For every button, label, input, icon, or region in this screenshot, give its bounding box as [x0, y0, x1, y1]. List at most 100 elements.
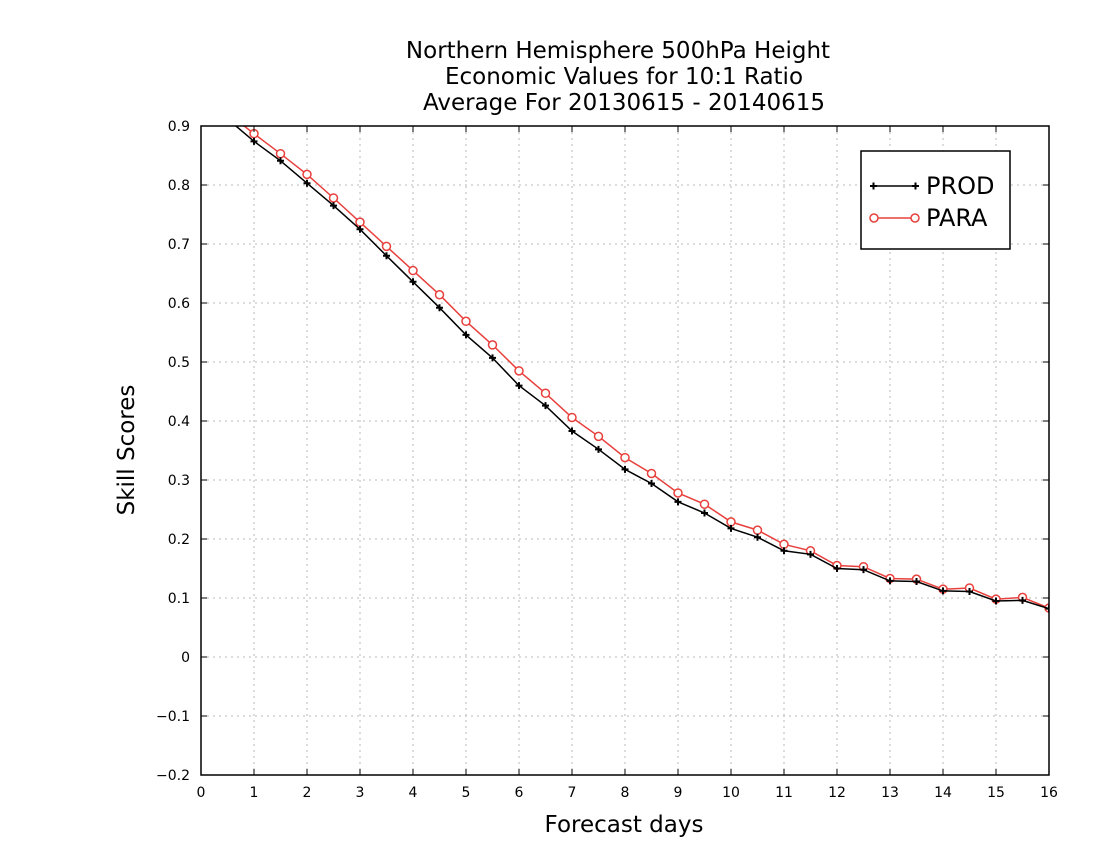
legend-marker-para-2: [910, 213, 920, 223]
data-point-para: [673, 488, 683, 498]
data-point-prod: [277, 157, 284, 165]
data-point-prod: [860, 566, 867, 574]
data-point-para: [408, 265, 418, 276]
data-point-prod: [727, 524, 735, 532]
data-point-prod: [648, 480, 655, 488]
data-point-prod: [992, 597, 1000, 605]
x-tick-label: 14: [934, 785, 952, 801]
x-tick-label: 15: [987, 785, 1005, 801]
y-tick-label: 0.1: [168, 591, 190, 607]
series-line-prod: [234, 126, 1049, 610]
y-tick-label: 0.2: [168, 532, 190, 548]
data-point-para: [355, 217, 365, 227]
data-point-para: [487, 340, 498, 350]
data-point-para: [540, 388, 551, 399]
grid: [201, 126, 1049, 775]
data-point-para: [514, 366, 524, 376]
data-point-prod: [886, 577, 894, 585]
data-point-para: [224, 109, 232, 117]
x-tick-label: 2: [303, 785, 312, 801]
y-tick-label: 0.4: [168, 414, 190, 430]
data-point-prod: [330, 202, 337, 210]
data-point-prod: [674, 498, 682, 506]
y-axis-label: Skill Scores: [114, 385, 140, 516]
y-tick-label: 0.6: [168, 296, 190, 312]
data-point-prod: [409, 278, 417, 286]
x-tick-label: 11: [775, 785, 793, 801]
data-point-para: [699, 499, 710, 509]
legend-marker-prod: [870, 182, 919, 190]
y-tick-labels: −0.2 −0.1 0 0.1 0.2 0.3 0.4 0.5 0.6 0.7 0.8 0.9: [156, 119, 190, 784]
legend-label-prod: PROD: [926, 172, 995, 200]
x-tick-label: 5: [462, 785, 471, 801]
y-tick-label: −0.2: [156, 768, 190, 784]
legend-box: [860, 150, 1011, 250]
data-point-para: [726, 517, 736, 527]
data-point-prod: [250, 137, 258, 145]
x-axis-label: Forecast days: [545, 812, 704, 838]
data-point-para: [434, 289, 445, 300]
data-point-prod: [939, 587, 947, 595]
x-tick-label: 12: [828, 785, 846, 801]
data-point-prod: [701, 509, 708, 517]
data-point-para: [779, 539, 789, 550]
data-point-para: [752, 525, 763, 535]
legend-marker-para-1: [869, 213, 879, 223]
data-point-prod: [1045, 605, 1049, 613]
data-point-para: [275, 148, 286, 159]
x-tick-label: 0: [197, 785, 206, 801]
x-tick-label: 3: [356, 785, 365, 801]
x-tick-label: 8: [621, 785, 630, 801]
series-layer: [224, 109, 1049, 613]
y-tick-label: 0.8: [168, 178, 190, 194]
data-point-para: [646, 468, 657, 479]
data-point-prod: [568, 427, 576, 435]
chart-title-line-3: Average For 20130615 - 20140615: [423, 90, 825, 116]
y-tick-label: 0.5: [168, 355, 190, 371]
x-tick-label: 4: [409, 785, 418, 801]
x-tick-label: 1: [250, 785, 259, 801]
x-tick-labels: 0 1 2 3 4 5 6 7 8 9 10 11 12 13 14 15 16: [197, 785, 1058, 801]
x-tick-label: 6: [515, 785, 524, 801]
data-point-prod: [595, 445, 602, 453]
data-point-prod: [833, 565, 841, 572]
y-tick-label: 0.9: [168, 119, 190, 135]
legend: PROD PARA: [860, 150, 1011, 250]
x-tick-label: 10: [722, 785, 740, 801]
data-point-prod: [303, 179, 311, 187]
chart-title: Northern Hemisphere 500hPa Height Econom…: [406, 38, 830, 116]
data-point-prod: [436, 304, 443, 312]
legend-label-para: PARA: [926, 204, 988, 232]
data-point-para: [328, 193, 339, 203]
data-point-prod: [966, 588, 973, 596]
x-tick-label: 16: [1040, 785, 1058, 801]
data-point-prod: [754, 533, 761, 541]
data-point-para: [381, 241, 392, 252]
data-point-prod: [1019, 596, 1026, 604]
series-prod: [224, 115, 1049, 613]
y-tick-label: −0.1: [156, 709, 190, 725]
y-tick-label: 0.7: [168, 237, 190, 253]
data-point-prod: [383, 252, 390, 260]
data-point-prod: [621, 465, 629, 473]
data-point-para: [461, 316, 471, 327]
data-point-prod: [913, 577, 920, 585]
y-tick-label: 0: [181, 650, 190, 666]
data-point-prod: [807, 550, 814, 558]
data-point-prod: [356, 225, 364, 233]
data-point-para: [567, 412, 577, 423]
data-point-para: [620, 452, 630, 463]
x-tick-label: 13: [881, 785, 899, 801]
data-point-para: [302, 169, 312, 180]
data-point-para: [593, 431, 604, 442]
data-point-prod: [780, 547, 788, 555]
x-tick-label: 7: [568, 785, 577, 801]
data-point-prod: [489, 354, 496, 362]
data-point-prod: [462, 331, 470, 339]
axis-ticks: [200, 125, 1050, 776]
data-point-prod: [224, 115, 231, 122]
data-point-prod: [542, 402, 549, 410]
chart-title-line-1: Northern Hemisphere 500hPa Height: [406, 38, 830, 64]
y-tick-label: 0.3: [168, 473, 190, 489]
